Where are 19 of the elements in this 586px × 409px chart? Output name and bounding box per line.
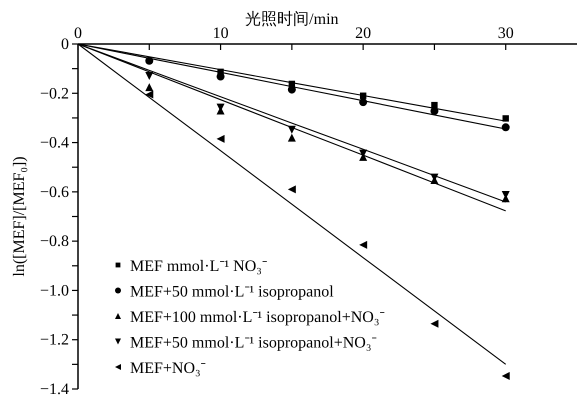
y-tick-label: −1.4: [40, 381, 69, 398]
y-tick-label: 0: [61, 36, 69, 53]
legend-label: MEF+NO₃⁻: [130, 360, 206, 377]
y-tick-label: −1.2: [40, 332, 69, 349]
x-tick-label: 30: [498, 25, 514, 42]
legend-label: MEF+50 mmol·L⁻¹ isopropanol+NO₃⁻: [130, 334, 376, 352]
x-axis-title: 光照时间/min: [245, 10, 339, 28]
y-tick-label: −0.8: [40, 233, 69, 250]
y-axis-title: ln([MEF]/[MEF₀]): [11, 156, 28, 277]
x-tick-label: 10: [212, 25, 229, 42]
y-tick-label: −0.6: [40, 184, 69, 201]
x-tick-label: 0: [74, 25, 82, 42]
legend-label: MEF mmol·L⁻¹ NO₃⁻: [130, 258, 267, 275]
legend-label: MEF+50 mmol·L⁻¹ isopropanol: [130, 284, 334, 300]
legend-label: MEF+100 mmol·L⁻¹ isopropanol+NO₃⁻: [130, 309, 384, 326]
y-tick-label: −0.2: [40, 85, 69, 102]
x-tick-label: 20: [355, 25, 372, 42]
y-tick-label: −1.0: [40, 282, 69, 300]
y-tick-label: −0.4: [40, 134, 69, 152]
